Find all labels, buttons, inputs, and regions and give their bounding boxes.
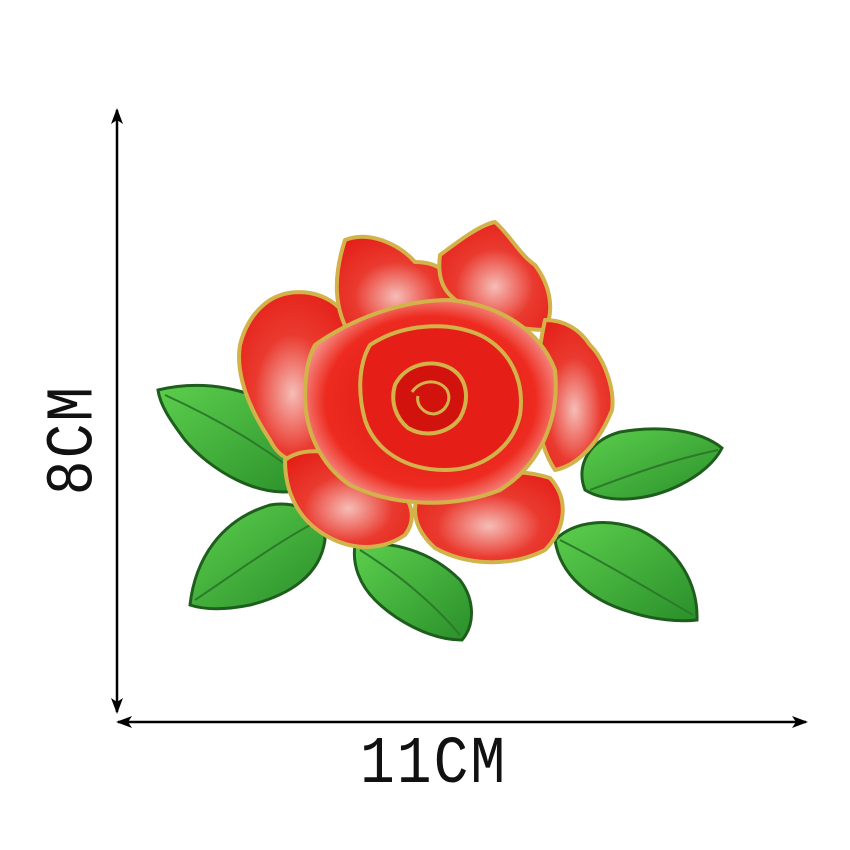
rose <box>237 220 615 565</box>
leaf-right-top <box>580 427 724 501</box>
rose-center <box>391 361 468 436</box>
width-dimension-label: 11CM <box>360 728 508 803</box>
height-dimension-label: 8CM <box>37 384 113 496</box>
